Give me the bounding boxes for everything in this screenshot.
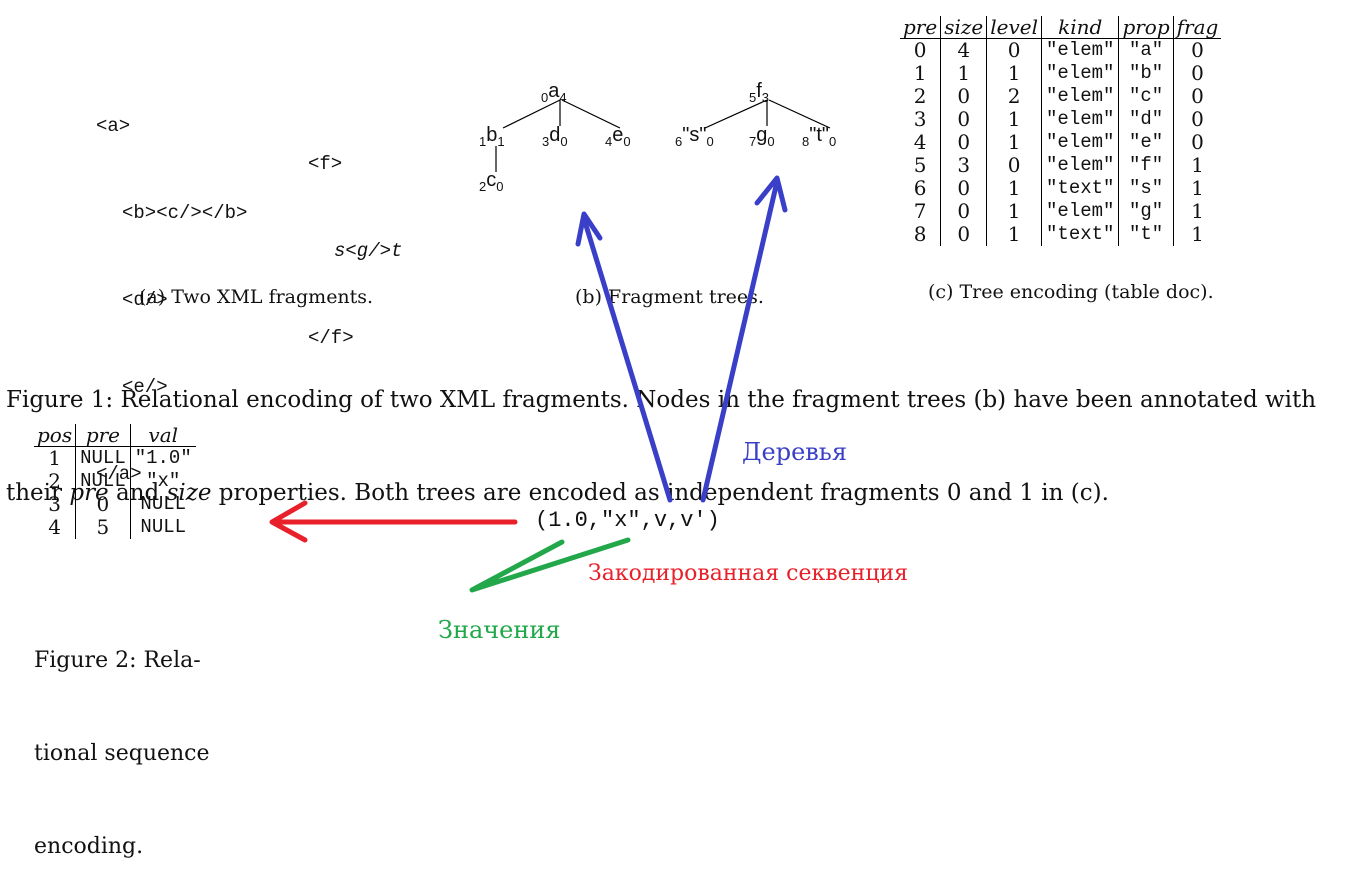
figure2-line: encoding. [34,831,210,862]
annotation-encoded: Закодированная секвенция [588,561,908,586]
annotation-values: Значения [438,616,560,644]
encoded-arrow [272,503,515,540]
figure2-line: tional sequence [34,738,210,769]
annotation-trees: Деревья [742,438,847,466]
